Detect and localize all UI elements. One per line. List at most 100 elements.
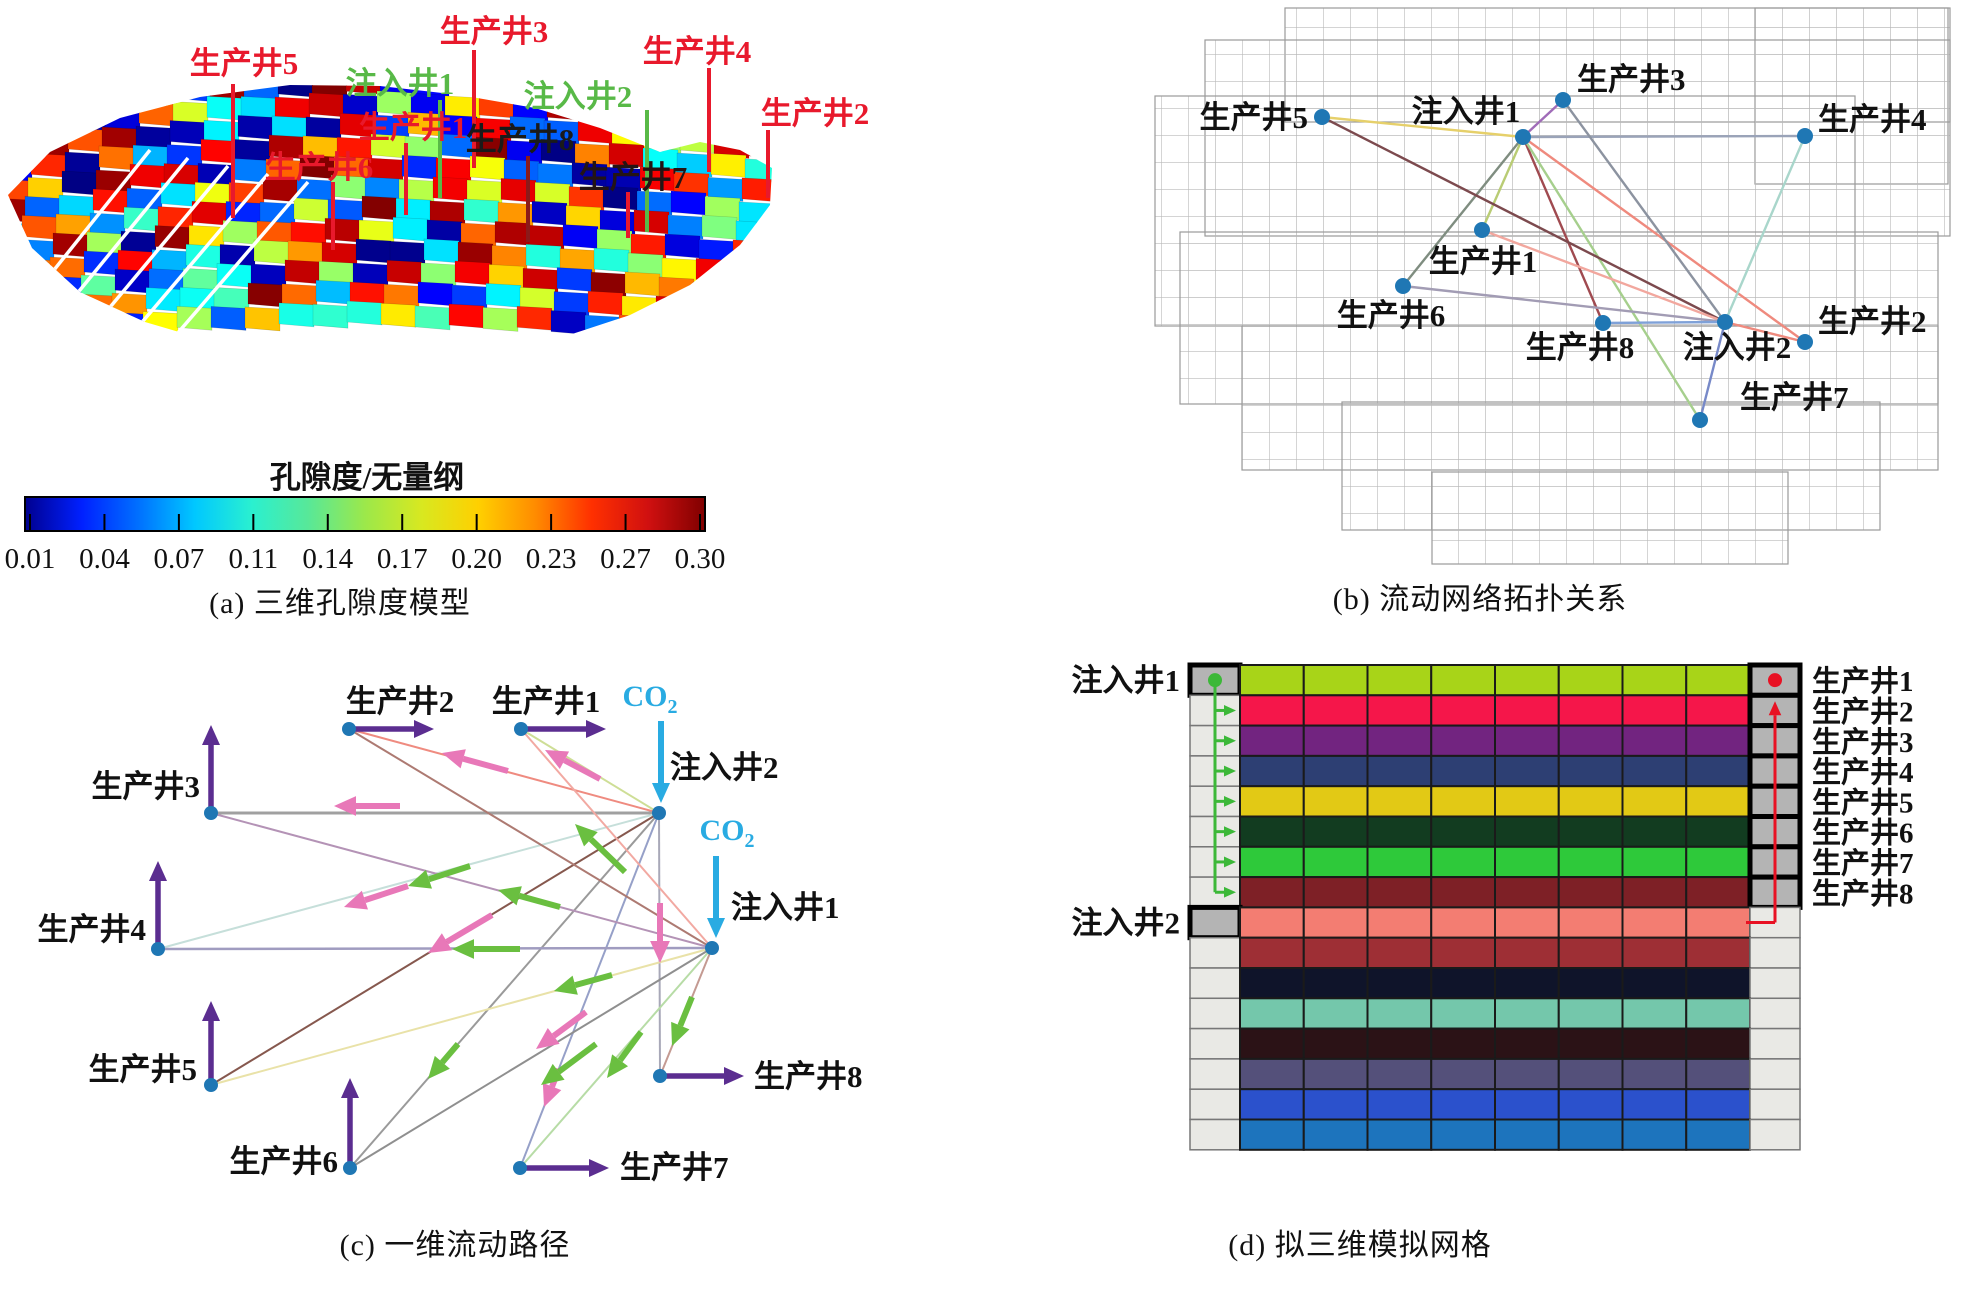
- grid-cell-r8c3: [1366, 876, 1433, 909]
- mesh-cell: [720, 325, 757, 351]
- slab-gap: [94, 164, 230, 326]
- grid-cell-r2c5: [1494, 694, 1560, 727]
- label-producer-4: 生产井4: [1812, 756, 1914, 789]
- grid-cell-r11c6: [1557, 967, 1624, 1000]
- node-p1: [514, 722, 528, 736]
- caption-panel-a: (a) 三维孔隙度模型: [209, 587, 471, 620]
- label-producer-1: 生产井1: [1812, 665, 1914, 698]
- grid-cell-r14c8: [1685, 1057, 1751, 1091]
- edge-cell-left: [1189, 1088, 1241, 1121]
- mesh-cell: [550, 310, 587, 335]
- mesh-cell: [593, 247, 630, 273]
- edge-cell-left: [1189, 1027, 1241, 1060]
- mesh-cell: [8, 320, 43, 345]
- node-p2: [342, 722, 356, 736]
- grid-cell-r12c7: [1621, 997, 1688, 1030]
- grid-cell-r1c6: [1557, 664, 1624, 697]
- grid-cell-r15c5: [1494, 1088, 1560, 1121]
- mesh-cell: [284, 259, 321, 285]
- mesh-cell: [729, 263, 766, 289]
- grid-cell-r11c2: [1302, 967, 1369, 1000]
- flow-line-inj1-p2: [348, 728, 713, 949]
- injection-arrow-row4: [1215, 765, 1236, 777]
- grid-cell-r2c2: [1302, 694, 1369, 727]
- mesh-cell: [692, 282, 729, 307]
- well-label-inj1: 注入井1: [346, 66, 455, 101]
- grid-cell-r3c8: [1685, 724, 1751, 757]
- panel-a-3d-porosity-model: 生产井5 生产井3 注入井1 生产井1 生产井6 生产井8 注入井2 生产井4 生产井7 生产井2…: [5, 14, 870, 575]
- label-producer-5: 生产井5: [1812, 786, 1914, 819]
- grid-cell-r1c1: [1239, 664, 1305, 697]
- edge-cell-left: [1189, 997, 1241, 1030]
- green-flow-arrow: [428, 1042, 461, 1079]
- mesh-cell: [695, 258, 732, 283]
- mesh-cell: [392, 216, 429, 242]
- grid-cell-r15c4: [1430, 1088, 1496, 1121]
- node-p2: [1797, 334, 1813, 350]
- label-producer-3: 生产井3: [1812, 726, 1914, 759]
- producer-arrow-p8: [660, 1067, 744, 1085]
- colorbar-bar: [24, 496, 706, 532]
- slab-gap: [168, 180, 310, 344]
- grid-cell-r12c3: [1366, 997, 1433, 1030]
- node-label-p2: 生产井2: [346, 684, 455, 719]
- colorbar-tick-label: 0.01: [5, 543, 56, 575]
- mesh-cell: [482, 307, 519, 332]
- label-producer-7: 生产井7: [1812, 847, 1914, 880]
- mesh-cell: [719, 91, 756, 116]
- node-p7: [513, 1161, 527, 1175]
- grid-cell-r5c8: [1685, 785, 1751, 818]
- grid-cell-r3c6: [1557, 724, 1624, 757]
- pink-flow-arrow: [334, 796, 400, 816]
- grid-cell-r10c4: [1430, 936, 1496, 970]
- node-label-p8: 生产井8: [1526, 330, 1635, 365]
- colorbar-tick-label: 0.27: [600, 543, 651, 575]
- node-label-inj2: 注入井2: [670, 750, 779, 785]
- grid-cell-r6c5: [1494, 815, 1560, 848]
- grid-cell-r7c8: [1685, 845, 1751, 879]
- grid-cell-r1c5: [1494, 664, 1560, 697]
- colorbar-tick-label: 0.04: [79, 543, 130, 575]
- injection-arrow-row7: [1215, 856, 1236, 868]
- grid-cell-r5c7: [1621, 785, 1688, 818]
- label-producer-6: 生产井6: [1812, 817, 1914, 850]
- node-p4: [151, 942, 165, 956]
- node-label-p3: 生产井3: [92, 769, 201, 804]
- mesh-cell: [686, 320, 723, 345]
- edge-inj1-p5: [1321, 115, 1524, 139]
- grid-cell-r7c1: [1239, 845, 1305, 879]
- mesh-cell: [590, 271, 627, 297]
- edge-inj1-p4: [1522, 134, 1806, 139]
- edge-cell-left: [1189, 1058, 1241, 1090]
- mesh-cell: [664, 233, 701, 259]
- injection-well-dot: [1208, 673, 1222, 688]
- node-inj2: [652, 806, 666, 820]
- mesh-cell: [741, 177, 772, 203]
- mesh-cell: [70, 108, 107, 134]
- grid-cell-r8c7: [1621, 876, 1688, 909]
- mesh-cell: [448, 303, 485, 329]
- mesh-cell: [73, 89, 110, 115]
- grid-cell-r5c5: [1494, 785, 1560, 818]
- mesh-cell: [8, 240, 21, 266]
- edge-cell-right: [1749, 1118, 1801, 1151]
- node-inj2: [1717, 314, 1733, 330]
- mesh-cell: [175, 85, 212, 102]
- mesh-cell: [676, 152, 713, 178]
- grid-cell-r1c8: [1685, 664, 1751, 697]
- grid-cell-r11c4: [1430, 967, 1496, 1000]
- grid-cell-r14c5: [1494, 1057, 1560, 1091]
- grid-cell-r12c1: [1239, 997, 1305, 1030]
- grid-cell-r16c2: [1302, 1118, 1369, 1151]
- pink-flow-arrow: [545, 750, 602, 782]
- green-flow-arrow: [452, 939, 520, 959]
- grid-cell-r9c4: [1430, 906, 1496, 939]
- edge-cell-right: [1749, 936, 1801, 969]
- grid-cell-r15c6: [1557, 1088, 1624, 1121]
- edge-p5-inj2: [1321, 115, 1726, 324]
- green-flow-arrow: [575, 824, 628, 875]
- co2-injection-arrow-1: [652, 721, 670, 803]
- grid-cell-r8c6: [1557, 876, 1624, 909]
- mesh-cell: [454, 260, 491, 286]
